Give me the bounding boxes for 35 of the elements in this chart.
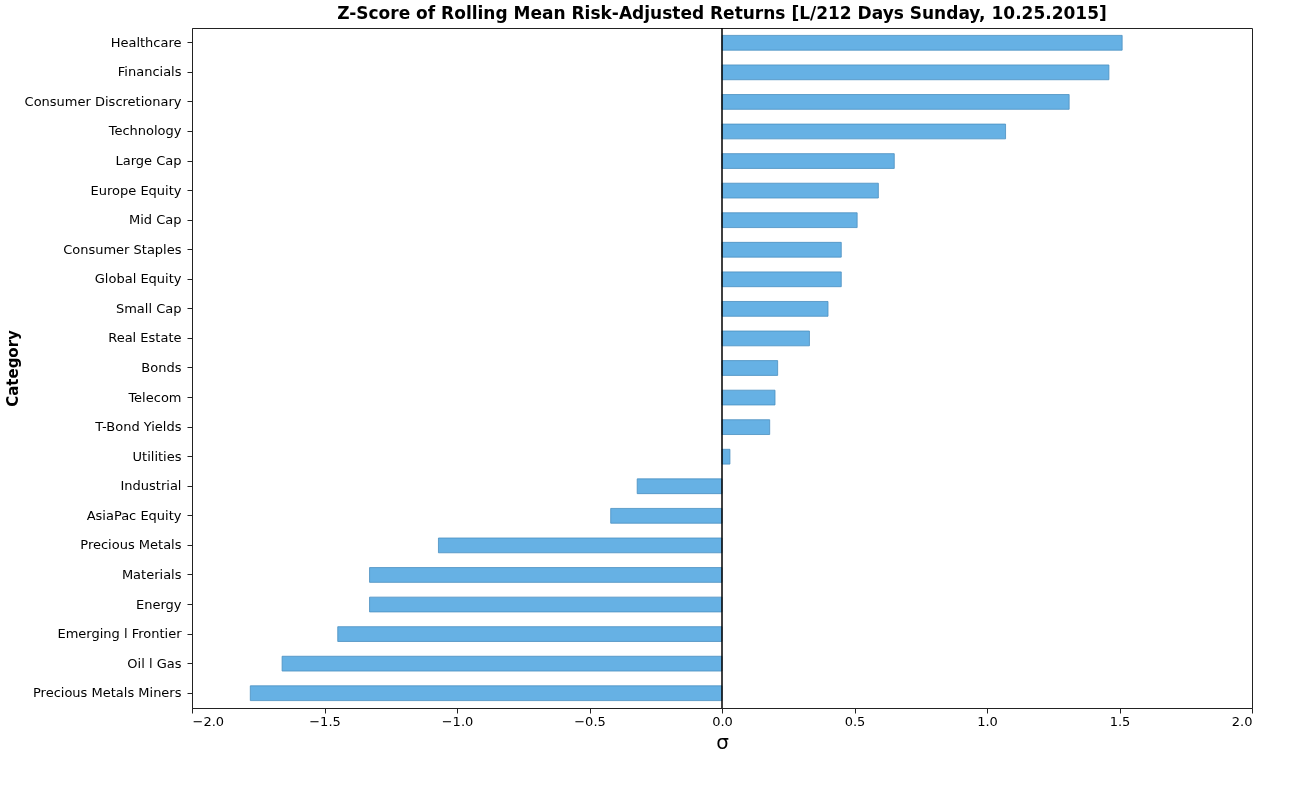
y-tick-label: Large Cap xyxy=(115,153,182,169)
y-tick-label: Precious Metals xyxy=(80,537,182,553)
x-tick-label: −2.0 xyxy=(192,713,225,729)
y-tick-label: Energy xyxy=(135,596,182,612)
y-axis-title: Category xyxy=(3,329,22,407)
y-tick-label: Precious Metals Miners xyxy=(32,685,182,701)
y-tick-label: Bonds xyxy=(141,360,182,375)
y-tick-label: Technology xyxy=(107,123,182,139)
y-tick-label: Real Estate xyxy=(108,330,182,346)
x-tick-label: −0.5 xyxy=(574,713,606,729)
y-tick-label: Healthcare xyxy=(110,34,182,50)
x-tick-label: 2.0 xyxy=(1231,713,1253,729)
x-tick-label: 1.5 xyxy=(1109,713,1131,729)
y-tick-label: AsiaPac Equity xyxy=(86,507,182,523)
y-tick-label: Materials xyxy=(121,566,182,582)
chart-title: Z-Score of Rolling Mean Risk-Adjusted Returns [L/212 Days Sunday, 10.25.2015] xyxy=(337,3,1107,24)
y-tick-label: Financials xyxy=(117,64,182,80)
y-tick-label: Utilities xyxy=(132,448,182,464)
y-tick-label: T-Bond Yields xyxy=(94,419,182,435)
y-tick-label: Industrial xyxy=(120,478,182,494)
y-tick-label: Oil l Gas xyxy=(127,655,182,671)
y-tick-label: Telecom xyxy=(127,389,182,405)
y-tick-label: Mid Cap xyxy=(128,212,182,228)
x-tick-label: 1.0 xyxy=(977,713,998,729)
y-tick-label: Small Cap xyxy=(115,300,182,316)
x-tick-label: 0.0 xyxy=(712,713,733,729)
y-tick-label: Consumer Discretionary xyxy=(24,93,182,109)
x-tick-label: −1.0 xyxy=(441,713,474,729)
x-tick-label: −1.5 xyxy=(309,713,341,729)
y-tick-label: Emerging l Frontier xyxy=(57,626,183,642)
x-tick-label: 0.5 xyxy=(844,713,866,729)
x-axis-title: σ xyxy=(716,729,730,754)
y-tick-label: Europe Equity xyxy=(90,182,182,198)
y-tick-label: Consumer Staples xyxy=(63,241,182,257)
y-tick-label: Global Equity xyxy=(94,271,182,287)
